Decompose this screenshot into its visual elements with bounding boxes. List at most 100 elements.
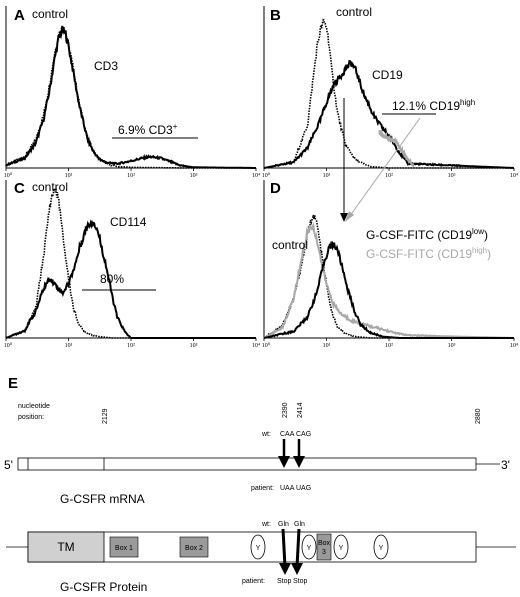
position-label: position: bbox=[18, 414, 44, 421]
panel-d: 10⁰ 10¹ 10² 10³ 10⁴ D control G-CSF-FITC (CD… bbox=[262, 180, 518, 349]
panel-d-control-label: control bbox=[272, 238, 308, 252]
mrna-patient-label: patient: bbox=[251, 485, 274, 492]
x-tick-label: 10⁰ bbox=[4, 342, 13, 349]
panel-d-cd19-low-histogram bbox=[263, 241, 514, 339]
tm-domain bbox=[27, 531, 105, 563]
panel-a-axes bbox=[5, 6, 256, 169]
gln-2: Gln bbox=[294, 521, 305, 528]
x-tick-label: 10⁴ bbox=[252, 173, 260, 179]
x-tick-label: 10⁴ bbox=[510, 343, 518, 349]
panel-a-letter: A bbox=[14, 7, 25, 24]
panel-c-x-ticks: 10⁰ 10¹ 10² 10³ 10⁴ bbox=[4, 338, 260, 349]
stop-arrowhead-2 bbox=[291, 563, 303, 575]
x-tick-label: 10¹ bbox=[323, 343, 331, 349]
panel-b: 10⁰ 10¹ 10² 10³ 10⁴ B control CD19 12.1% CD1… bbox=[262, 5, 518, 179]
panel-c-letter: C bbox=[14, 180, 25, 197]
x-tick-label: 10² bbox=[385, 173, 393, 179]
tm-label: TM bbox=[57, 540, 74, 554]
wt-codon-1: CAA bbox=[280, 431, 295, 438]
stop-1: Stop bbox=[277, 578, 292, 585]
protein-patient-label: patient: bbox=[242, 578, 265, 585]
panel-c-axes bbox=[5, 180, 256, 339]
stop-arrow-2 bbox=[295, 528, 301, 568]
panel-b-letter: B bbox=[270, 7, 281, 24]
gln-1: Gln bbox=[278, 521, 289, 528]
panel-c-control-label: control bbox=[32, 180, 68, 194]
position-2880: 2880 bbox=[475, 408, 482, 424]
panel-a-cd3-label: CD3 bbox=[94, 59, 118, 73]
tyrosine-4-label: Y bbox=[379, 545, 384, 552]
panel-d-x-ticks: 10⁰ 10¹ 10² 10³ 10⁴ bbox=[262, 338, 518, 349]
five-prime-label: 5' bbox=[4, 458, 13, 472]
panel-b-control-histogram bbox=[263, 18, 514, 169]
stop-arrow-1 bbox=[281, 528, 287, 568]
panel-c-cd114-histogram bbox=[5, 219, 256, 339]
panel-c: 10⁰ 10¹ 10² 10³ 10⁴ C control CD114 80% bbox=[4, 180, 260, 349]
three-prime-label: 3' bbox=[501, 458, 510, 472]
x-tick-label: 10⁴ bbox=[510, 173, 518, 179]
panel-d-cd19-high-histogram bbox=[263, 221, 514, 339]
box-2 bbox=[179, 536, 209, 558]
panel-a-cd3-histogram bbox=[5, 25, 256, 169]
cd19-high-arrowhead bbox=[345, 211, 354, 222]
cd19-high-arrow-line bbox=[346, 117, 421, 221]
gate-arrows bbox=[340, 98, 421, 222]
wt-codon-2: CAG bbox=[296, 431, 311, 438]
panel-d-low-label: G-CSF-FITC (CD19low) bbox=[366, 227, 488, 242]
x-tick-label: 10¹ bbox=[65, 173, 73, 179]
box-3-label-a: Box bbox=[318, 540, 331, 547]
mrna-title: G-CSFR mRNA bbox=[60, 492, 145, 506]
patient-codon-2: UAG bbox=[296, 485, 311, 492]
panel-b-gate-label: 12.1% CD19high bbox=[392, 98, 475, 113]
tyrosine-1-label: Y bbox=[256, 545, 261, 552]
panel-e: E nucleotide position: 2129 2390 2414 28… bbox=[4, 375, 516, 594]
tyrosine-2 bbox=[301, 534, 317, 560]
box-1-label: Box 1 bbox=[115, 545, 133, 552]
panel-c-control-histogram bbox=[5, 185, 256, 339]
box-2-label: Box 2 bbox=[185, 545, 203, 552]
panel-c-gate-label: 80% bbox=[100, 272, 124, 286]
x-tick-label: 10² bbox=[385, 343, 393, 349]
x-tick-label: 10⁴ bbox=[252, 343, 260, 349]
x-tick-label: 10³ bbox=[190, 173, 198, 179]
box-3 bbox=[316, 533, 332, 561]
panel-e-letter: E bbox=[8, 375, 18, 392]
panel-a: 10⁰ 10¹ 10² 10³ 10⁴ A control CD3 6.9% CD3+ bbox=[4, 6, 260, 179]
position-2390: 2390 bbox=[282, 402, 289, 418]
x-tick-label: 10⁰ bbox=[4, 172, 13, 179]
x-tick-label: 10¹ bbox=[323, 173, 331, 179]
tyrosine-4 bbox=[373, 534, 389, 560]
x-tick-label: 10³ bbox=[190, 343, 198, 349]
x-tick-label: 10¹ bbox=[65, 343, 73, 349]
x-tick-label: 10² bbox=[127, 173, 135, 179]
panel-a-control-histogram bbox=[5, 24, 256, 169]
tyrosine-3-label: Y bbox=[339, 545, 344, 552]
cd19-low-arrowhead bbox=[340, 213, 348, 222]
x-tick-label: 10³ bbox=[448, 343, 456, 349]
x-tick-label: 10² bbox=[127, 343, 135, 349]
tyrosine-2-label: Y bbox=[307, 545, 312, 552]
patient-codon-1: UAA bbox=[280, 485, 295, 492]
panel-a-x-ticks: 10⁰ 10¹ 10² 10³ 10⁴ bbox=[4, 168, 260, 179]
stop-arrowhead-1 bbox=[279, 563, 291, 575]
nucleotide-label: nucleotide bbox=[18, 403, 50, 410]
panel-b-cd19-label: CD19 bbox=[372, 68, 403, 82]
mutation-arrowhead-1 bbox=[278, 456, 290, 468]
box-1 bbox=[109, 536, 139, 558]
panel-a-gate-label: 6.9% CD3+ bbox=[118, 122, 178, 137]
x-tick-label: 10⁰ bbox=[262, 172, 271, 179]
tyrosine-1 bbox=[250, 534, 266, 560]
tyrosine-3 bbox=[333, 534, 349, 560]
panel-b-x-ticks: 10⁰ 10¹ 10² 10³ 10⁴ bbox=[262, 168, 518, 179]
mutation-arrowhead-2 bbox=[293, 456, 305, 468]
panel-c-cd114-label: CD114 bbox=[110, 215, 147, 229]
position-2129: 2129 bbox=[102, 408, 109, 424]
position-2414: 2414 bbox=[297, 402, 304, 418]
panel-d-letter: D bbox=[270, 180, 281, 197]
panel-b-cd19-high-histogram bbox=[378, 128, 415, 168]
x-tick-label: 10⁰ bbox=[262, 342, 271, 349]
protein-title: G-CSFR Protein bbox=[60, 580, 147, 594]
panel-b-control-label: control bbox=[336, 5, 372, 19]
mrna-bar bbox=[17, 457, 477, 471]
